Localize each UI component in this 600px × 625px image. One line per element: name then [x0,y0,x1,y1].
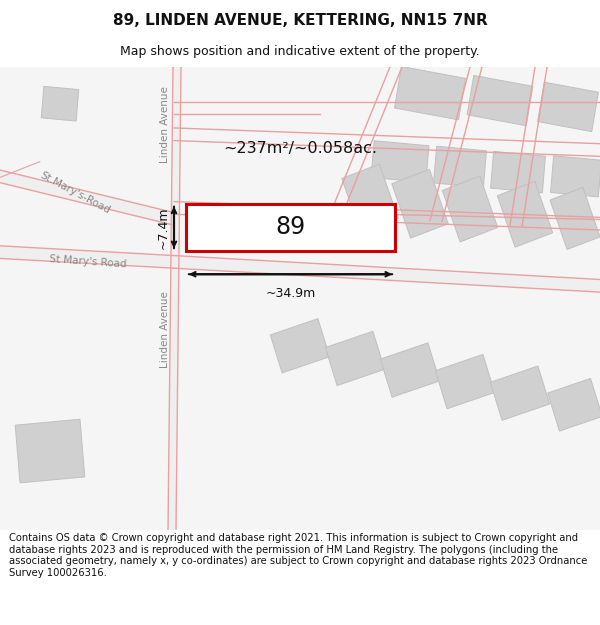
Polygon shape [0,246,600,292]
Polygon shape [490,366,550,421]
Polygon shape [371,141,429,182]
Polygon shape [434,146,487,188]
Polygon shape [271,319,329,373]
Text: Linden Avenue: Linden Avenue [160,292,170,369]
Text: Contains OS data © Crown copyright and database right 2021. This information is : Contains OS data © Crown copyright and d… [9,533,587,578]
Polygon shape [548,378,600,431]
Polygon shape [491,151,545,193]
Text: ~237m²/~0.058ac.: ~237m²/~0.058ac. [223,141,377,156]
Text: St Mary's Road: St Mary's Road [49,254,127,269]
Text: 89: 89 [275,216,305,239]
Polygon shape [41,86,79,121]
Polygon shape [442,176,497,242]
Bar [186,204,395,251]
Polygon shape [497,181,553,247]
Text: 89, LINDEN AVENUE, KETTERING, NN15 7NR: 89, LINDEN AVENUE, KETTERING, NN15 7NR [113,13,487,28]
Polygon shape [467,76,533,126]
Polygon shape [168,67,181,530]
Text: ~34.9m: ~34.9m [265,287,316,300]
Text: St.Mary's-Road: St.Mary's-Road [38,171,112,216]
Text: Linden Avenue: Linden Avenue [160,86,170,163]
Polygon shape [0,67,600,530]
Polygon shape [436,354,494,409]
Polygon shape [342,164,398,233]
Polygon shape [325,331,385,386]
Polygon shape [550,188,600,249]
Polygon shape [551,156,600,197]
Text: ~7.4m: ~7.4m [157,206,170,249]
Polygon shape [0,170,172,225]
Polygon shape [392,169,448,238]
Polygon shape [538,82,598,132]
Polygon shape [15,419,85,483]
Polygon shape [395,66,466,120]
Text: Map shows position and indicative extent of the property.: Map shows position and indicative extent… [120,46,480,59]
Polygon shape [380,343,440,397]
